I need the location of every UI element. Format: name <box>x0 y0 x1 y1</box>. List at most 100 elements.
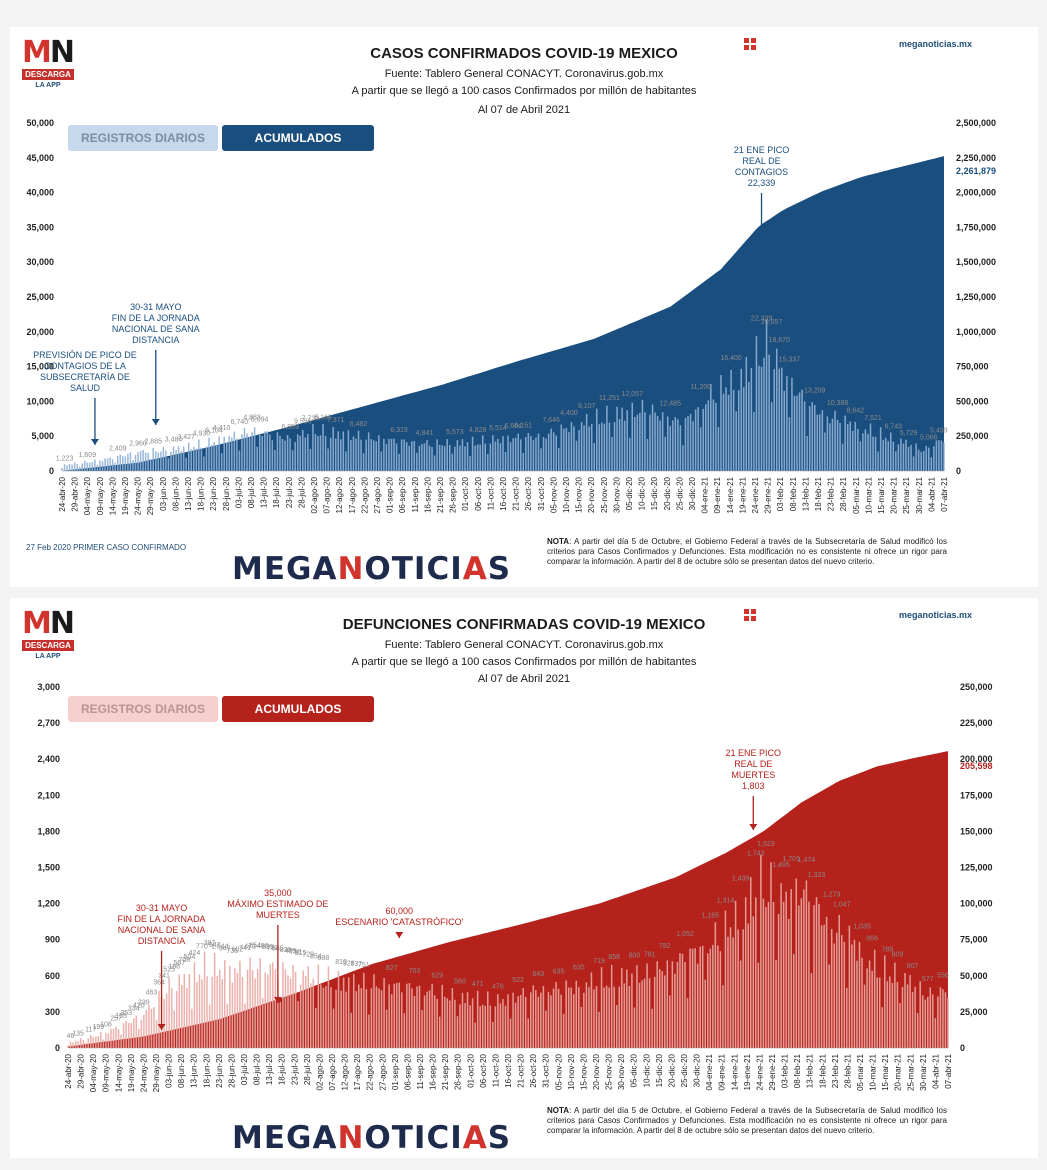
tab-registros-diarios[interactable]: REGISTROS DIARIOS <box>68 696 218 722</box>
data-label: 13,209 <box>804 388 826 395</box>
daily-bar <box>76 464 78 471</box>
daily-bar <box>178 974 181 1048</box>
daily-bar <box>858 941 861 1048</box>
site-link[interactable]: meganoticias.mx <box>898 39 972 49</box>
daily-bar <box>929 987 932 1048</box>
daily-bar <box>258 434 261 471</box>
daily-bar <box>208 437 210 471</box>
daily-bar <box>835 932 838 1048</box>
daily-bar <box>823 924 825 1048</box>
data-label: 819 <box>335 959 347 966</box>
data-label: 770 <box>196 944 208 951</box>
x-tick-label: 04-ene-21 <box>701 476 710 513</box>
daily-bar <box>669 995 671 1048</box>
tab-registros-diarios[interactable]: REGISTROS DIARIOS <box>68 125 218 151</box>
data-label: 485 <box>285 948 297 955</box>
daily-bar <box>120 1034 122 1048</box>
daily-bar <box>547 433 550 471</box>
daily-bar <box>621 407 623 471</box>
daily-bar <box>312 978 315 1048</box>
daily-bar <box>499 443 502 471</box>
data-label: 4,828 <box>469 427 487 434</box>
x-tick-label: 05-mar-21 <box>856 1053 865 1090</box>
data-label: 334 <box>128 1005 140 1012</box>
daily-bar <box>686 997 689 1048</box>
data-label: 1,701 <box>782 856 800 863</box>
x-tick-label: 30-mar-21 <box>919 1053 928 1090</box>
data-label: 504 <box>184 954 196 961</box>
x-tick-label: 10-dic-20 <box>642 1053 651 1087</box>
daily-bar <box>443 446 446 471</box>
daily-bar <box>737 929 739 1048</box>
daily-bar <box>758 365 760 471</box>
daily-bar <box>218 969 221 1048</box>
daily-bar <box>454 999 456 1048</box>
daily-bar <box>362 453 365 471</box>
daily-bar <box>562 1014 565 1048</box>
daily-bar <box>251 432 253 471</box>
y-tick-right: 1,250,000 <box>956 292 996 302</box>
data-label: 420 <box>133 1002 145 1009</box>
daily-bar <box>610 964 613 1048</box>
daily-bar <box>299 435 302 471</box>
tab-acumulados[interactable]: ACUMULADOS <box>222 125 374 151</box>
data-label: 20,057 <box>761 319 783 326</box>
mn-logo[interactable]: MN DESCARGA LA APP <box>22 37 75 89</box>
daily-bar <box>519 439 522 471</box>
daily-bar <box>890 432 892 471</box>
daily-bar <box>621 967 623 1048</box>
daily-bar <box>887 441 890 471</box>
annotation-text: DISTANCIA <box>138 936 185 946</box>
x-tick-label: 25-nov-20 <box>605 1053 614 1090</box>
mn-logo[interactable]: MN DESCARGA LA APP <box>22 608 75 660</box>
daily-bar <box>284 969 287 1048</box>
daily-bar <box>669 425 672 471</box>
daily-bar <box>79 1038 82 1048</box>
daily-bar <box>881 1007 884 1048</box>
daily-bar <box>791 377 793 471</box>
tab-acumulados[interactable]: ACUMULADOS <box>222 696 374 722</box>
daily-bar <box>421 1010 423 1048</box>
daily-bar <box>803 889 805 1048</box>
daily-bar <box>664 436 666 471</box>
x-tick-label: 09-ene-21 <box>713 476 722 513</box>
x-tick-label: 01-oct-20 <box>466 1053 475 1087</box>
data-label: 708 <box>178 957 190 964</box>
annotation-arrow-icon <box>749 824 758 830</box>
x-tick-label: 23-jun-20 <box>215 1053 224 1087</box>
daily-bar <box>418 445 421 471</box>
daily-bar <box>820 925 823 1048</box>
daily-bar <box>679 425 682 471</box>
daily-bar <box>643 978 646 1048</box>
data-label: 1,223 <box>56 456 74 463</box>
daily-bar <box>309 448 312 471</box>
daily-bar <box>104 458 106 471</box>
site-link[interactable]: meganoticias.mx <box>898 610 972 620</box>
data-label: 46 <box>67 1033 75 1040</box>
data-label: 782 <box>659 943 671 950</box>
annotation-text: MÁXIMO ESTIMADO DE <box>227 899 328 909</box>
daily-bar <box>922 451 925 471</box>
cases-chart: 50,000 45,000 40,000 35,000 30,000 25,000 20,0… <box>26 118 996 515</box>
daily-bar <box>514 1002 517 1048</box>
x-tick-label: 08-feb-21 <box>789 476 798 511</box>
data-label: 629 <box>431 973 443 980</box>
daily-bar <box>876 977 878 1048</box>
x-tick-label: 18-jul-20 <box>278 1053 287 1085</box>
daily-bar <box>878 977 881 1048</box>
y-tick-right: 225,000 <box>960 718 993 728</box>
daily-bar <box>755 336 758 471</box>
daily-bar <box>603 423 606 471</box>
x-tick-label: 21-sep-20 <box>436 476 445 513</box>
x-tick-label: 03-jun-20 <box>165 1053 174 1087</box>
daily-bar <box>684 417 687 471</box>
x-tick-label: 29-abr-20 <box>71 476 80 511</box>
y-tick-left: 45,000 <box>26 153 54 163</box>
daily-bar <box>560 424 563 471</box>
daily-bar <box>869 423 872 471</box>
daily-bar <box>489 1005 492 1048</box>
annotation-text: CONTAGIOS DE LA <box>44 361 126 371</box>
daily-bar <box>757 962 760 1048</box>
y-tick-left: 35,000 <box>26 222 54 232</box>
daily-bar <box>132 1018 135 1048</box>
